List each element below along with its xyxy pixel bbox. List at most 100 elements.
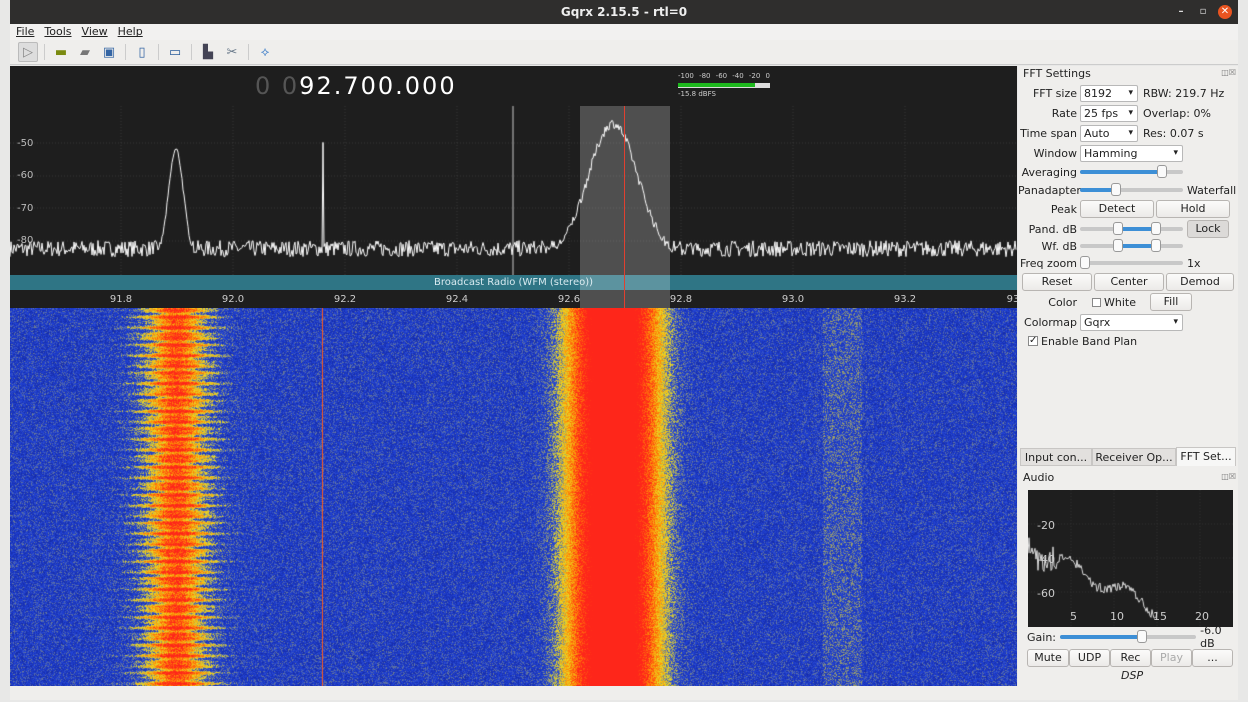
- wf-db-label: Wf. dB: [1041, 239, 1077, 253]
- menu-tools[interactable]: Tools: [44, 25, 72, 38]
- tab-input-controls[interactable]: Input con...: [1020, 448, 1092, 466]
- waterfall[interactable]: [10, 308, 1017, 686]
- detect-button[interactable]: Detect: [1080, 200, 1154, 218]
- mute-button[interactable]: Mute: [1027, 649, 1069, 667]
- freq-zoom-value: 1x: [1187, 256, 1201, 270]
- meter-scale: -100 -80 -60 -40 -20 0: [678, 72, 770, 80]
- band-plan-checkbox[interactable]: ✓: [1028, 335, 1038, 346]
- play-icon[interactable]: ▷: [18, 42, 38, 62]
- frequency-display[interactable]: 0 092.700.000: [255, 72, 457, 100]
- menu-help[interactable]: Help: [117, 25, 143, 38]
- tab-fft-settings[interactable]: FFT Set...: [1176, 447, 1236, 466]
- slider-fill: [1060, 635, 1143, 639]
- plotter[interactable]: 0 092.700.000 -100 -80 -60 -40 -20 0 -15.8 dB…: [10, 66, 1017, 686]
- slider-handle[interactable]: [1113, 239, 1123, 252]
- title-bar: Gqrx 2.15.5 - rtl=0 – ▫ ✕: [10, 0, 1238, 24]
- rate-combo[interactable]: 25 fps: [1080, 104, 1138, 122]
- pan-wf-split-slider[interactable]: [1080, 183, 1183, 196]
- timespan-label: Time span: [1020, 126, 1077, 140]
- center-icon[interactable]: ⟡: [260, 44, 270, 60]
- colormap-combo[interactable]: Gqrx: [1080, 313, 1183, 331]
- audio-x-label: 5: [1070, 610, 1077, 623]
- play-button[interactable]: Play: [1151, 649, 1192, 667]
- gain-label: Gain:: [1027, 630, 1056, 644]
- band-plan-bar[interactable]: Broadcast Radio (WFM (stereo)): [10, 275, 1017, 290]
- dock-float-close-icon[interactable]: ◫☒: [1221, 68, 1236, 77]
- slider-handle[interactable]: [1157, 165, 1168, 178]
- close-button[interactable]: ✕: [1218, 5, 1232, 19]
- save-icon[interactable]: ▣: [102, 44, 116, 60]
- window-title: Gqrx 2.15.5 - rtl=0: [560, 5, 688, 19]
- window-label: Window: [1033, 146, 1077, 160]
- freq-zoom-label: Freq zoom: [1019, 256, 1077, 270]
- meter-tick: -20: [748, 72, 761, 80]
- white-checkbox[interactable]: [1092, 297, 1101, 307]
- open-icon[interactable]: ▰: [80, 44, 90, 60]
- slider-handle[interactable]: [1080, 256, 1090, 269]
- network-icon[interactable]: ▙: [203, 44, 213, 60]
- hold-button[interactable]: Hold: [1156, 200, 1230, 218]
- menu-view[interactable]: View: [81, 25, 108, 38]
- maximize-button[interactable]: ▫: [1199, 6, 1207, 17]
- freq-tick: 93: [1006, 294, 1017, 305]
- color-label: Color: [1048, 295, 1077, 309]
- slider-fill: [1080, 170, 1163, 174]
- meter-tick: -40: [732, 72, 744, 80]
- rec-button[interactable]: Rec: [1110, 649, 1151, 667]
- audio-x-label: 15: [1153, 610, 1167, 623]
- tools-icon[interactable]: ✂: [226, 44, 238, 60]
- averaging-slider[interactable]: [1080, 165, 1183, 178]
- audio-fft-plot: -20 -40 -60 5 10 15 20: [1028, 490, 1233, 627]
- audio-options-button[interactable]: ...: [1192, 649, 1233, 667]
- hardware-icon[interactable]: ▬: [54, 44, 68, 60]
- freq-tick: 93.2: [893, 294, 917, 305]
- fill-button[interactable]: Fill: [1150, 293, 1192, 311]
- tab-receiver-options[interactable]: Receiver Op...: [1092, 448, 1176, 466]
- toolbar: ▷ ▬ ▰ ▣ ▯ ▭ ▙ ✂ ⟡: [10, 40, 1238, 65]
- udp-button[interactable]: UDP: [1069, 649, 1110, 667]
- center-button[interactable]: Center: [1094, 273, 1164, 291]
- colormap-label: Colormap: [1024, 315, 1077, 329]
- freq-zoom-slider[interactable]: [1080, 256, 1183, 269]
- timespan-combo[interactable]: Auto: [1080, 124, 1138, 142]
- wf-db-range-slider[interactable]: [1080, 239, 1183, 252]
- freq-tick: 92.6: [557, 294, 581, 305]
- slider-handle[interactable]: [1137, 630, 1148, 643]
- frequency-axis: 91.8 92.0 92.2 92.4 92.6 92.8 93.0 93.2 …: [10, 290, 1017, 308]
- screenshot-icon[interactable]: ▭: [168, 44, 182, 60]
- menu-bar: File Tools View Help: [10, 24, 1238, 40]
- panadapter-label: Panadapter: [1018, 183, 1081, 197]
- meter-fill: [678, 83, 756, 87]
- spectrum-plot[interactable]: [10, 66, 1017, 275]
- slider-fill: [1118, 244, 1156, 248]
- window-combo[interactable]: Hamming: [1080, 144, 1183, 162]
- audio-x-label: 20: [1195, 610, 1209, 623]
- slider-handle[interactable]: [1111, 183, 1122, 196]
- status-bar: [10, 686, 1238, 700]
- slider-handle[interactable]: [1151, 222, 1161, 235]
- gain-slider[interactable]: [1060, 630, 1197, 643]
- slider-handle[interactable]: [1151, 239, 1161, 252]
- freq-tick: 93.0: [781, 294, 805, 305]
- bookmark-icon[interactable]: ▯: [138, 44, 146, 60]
- audio-y-label: -20: [1037, 519, 1055, 532]
- dock-float-close-icon[interactable]: ◫☒: [1221, 472, 1236, 481]
- slider-handle[interactable]: [1113, 222, 1123, 235]
- frequency-leading-digits[interactable]: 0 0: [255, 72, 300, 100]
- menu-file[interactable]: File: [16, 25, 35, 38]
- demod-button[interactable]: Demod: [1166, 273, 1234, 291]
- db-label: -70: [17, 203, 34, 214]
- pand-db-range-slider[interactable]: [1080, 222, 1183, 235]
- demod-cursor[interactable]: [624, 106, 625, 308]
- audio-x-label: 10: [1110, 610, 1124, 623]
- waterfall-label: Waterfall: [1187, 183, 1237, 197]
- averaging-label: Averaging: [1021, 165, 1077, 179]
- fft-size-combo[interactable]: 8192: [1080, 84, 1138, 102]
- minimize-button[interactable]: –: [1178, 6, 1184, 17]
- filter-passband[interactable]: [580, 106, 670, 308]
- lock-button[interactable]: Lock: [1187, 220, 1229, 238]
- frequency-value[interactable]: 92.700.000: [299, 72, 457, 100]
- reset-button[interactable]: Reset: [1022, 273, 1092, 291]
- peak-label: Peak: [1050, 202, 1077, 216]
